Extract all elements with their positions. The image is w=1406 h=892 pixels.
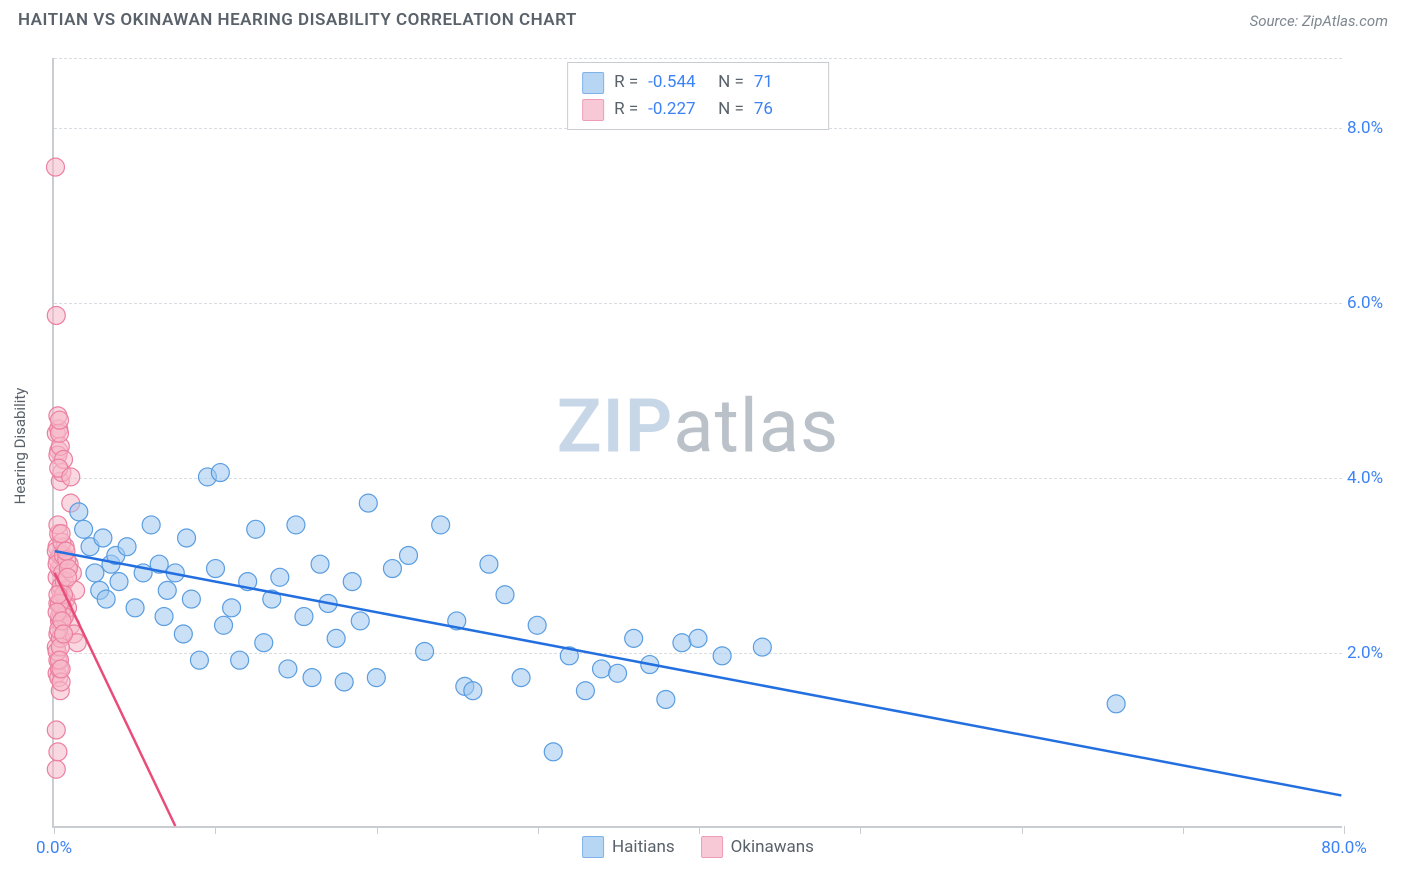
data-point bbox=[335, 673, 353, 691]
data-point bbox=[255, 634, 273, 652]
data-point bbox=[47, 760, 65, 778]
legend-item-okinawans: Okinawans bbox=[701, 836, 814, 858]
data-point bbox=[142, 516, 160, 534]
data-point bbox=[86, 564, 104, 582]
data-point bbox=[400, 546, 418, 564]
legend-stats: R = -0.544 N = 71 R = -0.227 N = 76 bbox=[567, 62, 829, 130]
data-point bbox=[544, 743, 562, 761]
data-point bbox=[713, 647, 731, 665]
title-bar: HAITIAN VS OKINAWAN HEARING DISABILITY C… bbox=[0, 0, 1406, 36]
n-value-okinawans: 76 bbox=[754, 96, 814, 123]
y-tick-label: 2.0% bbox=[1347, 643, 1402, 663]
data-point bbox=[576, 682, 594, 700]
legend-stats-row-okinawans: R = -0.227 N = 76 bbox=[582, 96, 814, 123]
data-point bbox=[59, 568, 77, 586]
data-point bbox=[62, 468, 80, 486]
r-label: R = bbox=[614, 69, 638, 96]
data-point bbox=[383, 560, 401, 578]
data-point bbox=[625, 629, 643, 647]
data-point bbox=[158, 581, 176, 599]
plot-area: ZIPatlas 2.0%4.0%6.0%8.0% 0.0%80.0% R = … bbox=[52, 58, 1342, 828]
data-point bbox=[118, 538, 136, 556]
data-point bbox=[359, 494, 377, 512]
data-point bbox=[215, 616, 233, 634]
data-point bbox=[367, 669, 385, 687]
data-point bbox=[94, 529, 112, 547]
data-point bbox=[55, 625, 73, 643]
swatch-okinawans bbox=[701, 836, 723, 858]
data-point bbox=[97, 590, 115, 608]
x-tick-label: 80.0% bbox=[1321, 838, 1367, 858]
data-point bbox=[47, 721, 65, 739]
r-value-okinawans: -0.227 bbox=[648, 96, 708, 123]
data-point bbox=[351, 612, 369, 630]
data-point bbox=[496, 586, 514, 604]
n-value-haitians: 71 bbox=[754, 69, 814, 96]
data-point bbox=[432, 516, 450, 534]
data-point bbox=[47, 158, 65, 176]
data-point bbox=[416, 642, 434, 660]
data-point bbox=[287, 516, 305, 534]
data-point bbox=[311, 555, 329, 573]
data-point bbox=[528, 616, 546, 634]
data-point bbox=[480, 555, 498, 573]
chart-container: HAITIAN VS OKINAWAN HEARING DISABILITY C… bbox=[0, 0, 1406, 892]
data-point bbox=[174, 625, 192, 643]
data-point bbox=[593, 660, 611, 678]
data-point bbox=[279, 660, 297, 678]
scatter-svg bbox=[54, 58, 1342, 826]
source-attribution: Source: ZipAtlas.com bbox=[1250, 12, 1388, 30]
legend-label-okinawans: Okinawans bbox=[731, 837, 814, 857]
data-point bbox=[52, 525, 70, 543]
legend-stats-row-haitians: R = -0.544 N = 71 bbox=[582, 69, 814, 96]
y-tick-label: 8.0% bbox=[1347, 118, 1402, 138]
data-point bbox=[303, 669, 321, 687]
data-point bbox=[178, 529, 196, 547]
data-point bbox=[247, 520, 265, 538]
swatch-haitians bbox=[582, 72, 604, 94]
data-point bbox=[689, 629, 707, 647]
swatch-okinawans bbox=[582, 99, 604, 121]
legend-item-haitians: Haitians bbox=[582, 836, 675, 858]
chart-title: HAITIAN VS OKINAWAN HEARING DISABILITY C… bbox=[18, 10, 577, 30]
n-label: N = bbox=[718, 96, 744, 123]
y-axis-label: Hearing Disability bbox=[11, 388, 29, 505]
data-point bbox=[231, 651, 249, 669]
data-point bbox=[49, 743, 67, 761]
data-point bbox=[211, 464, 229, 482]
data-point bbox=[1107, 695, 1125, 713]
legend-series: Haitians Okinawans bbox=[582, 836, 814, 858]
y-tick-label: 4.0% bbox=[1347, 468, 1402, 488]
data-point bbox=[52, 660, 70, 678]
data-point bbox=[155, 608, 173, 626]
data-point bbox=[464, 682, 482, 700]
data-point bbox=[70, 503, 88, 521]
data-point bbox=[609, 664, 627, 682]
data-point bbox=[673, 634, 691, 652]
data-point bbox=[295, 608, 313, 626]
data-point bbox=[75, 520, 93, 538]
data-point bbox=[51, 411, 69, 429]
data-point bbox=[343, 573, 361, 591]
data-point bbox=[753, 638, 771, 656]
y-tick-label: 6.0% bbox=[1347, 293, 1402, 313]
data-point bbox=[271, 568, 289, 586]
data-point bbox=[207, 560, 225, 578]
data-point bbox=[223, 599, 241, 617]
r-label: R = bbox=[614, 96, 638, 123]
data-point bbox=[190, 651, 208, 669]
data-point bbox=[126, 599, 144, 617]
legend-label-haitians: Haitians bbox=[612, 837, 675, 857]
data-point bbox=[512, 669, 530, 687]
data-point bbox=[182, 590, 200, 608]
data-point bbox=[327, 629, 345, 647]
data-point bbox=[110, 573, 128, 591]
x-tick-label: 0.0% bbox=[36, 838, 72, 858]
trend-line bbox=[55, 551, 1342, 795]
data-point bbox=[47, 306, 65, 324]
data-point bbox=[657, 690, 675, 708]
swatch-haitians bbox=[582, 836, 604, 858]
r-value-haitians: -0.544 bbox=[648, 69, 708, 96]
n-label: N = bbox=[718, 69, 744, 96]
